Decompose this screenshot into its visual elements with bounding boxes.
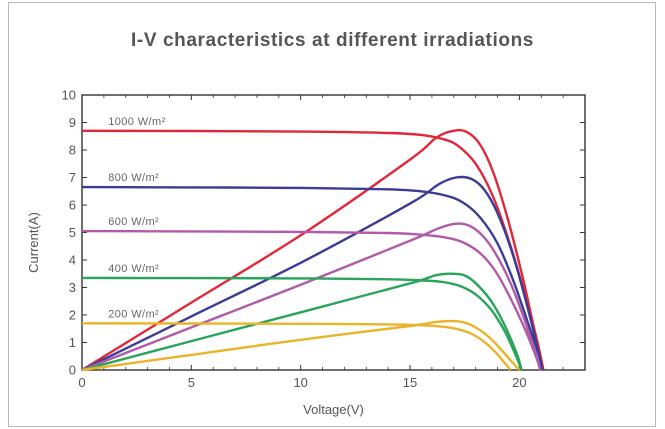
x-tick-label: 20 — [512, 375, 526, 390]
pv-curve-3 — [81, 222, 542, 372]
iv-curve-5 — [81, 322, 512, 371]
pv-curve-4 — [81, 272, 523, 372]
iv-curve-2 — [81, 185, 544, 371]
x-tick-label: 5 — [188, 375, 195, 390]
y-tick-label: 8 — [69, 143, 76, 158]
y-tick-label: 4 — [69, 253, 76, 268]
x-tick-label: 10 — [293, 375, 307, 390]
y-tick-label: 1 — [69, 335, 76, 350]
y-tick-label: 9 — [69, 115, 76, 130]
chart-title: I-V characteristics at different irradia… — [131, 30, 534, 51]
series-layer — [81, 128, 545, 372]
curve-label-5: 200 W/m² — [108, 308, 159, 320]
x-tick-label: 0 — [78, 375, 85, 390]
y-tick-label: 3 — [69, 280, 76, 295]
pv-curve-1 — [81, 128, 545, 372]
y-tick-label: 0 — [69, 363, 76, 378]
curve-label-2: 800 W/m² — [108, 172, 159, 184]
curve-label-4: 400 W/m² — [108, 263, 159, 275]
y-axis-label: Current(A) — [26, 212, 41, 273]
y-tick-label: 5 — [69, 225, 76, 240]
curve-label-1: 1000 W/m² — [108, 116, 165, 128]
iv-curve-3 — [81, 229, 542, 371]
curve-labels-layer: 1000 W/m² 800 W/m² 600 W/m² 400 W/m² 200 W/m… — [108, 116, 165, 321]
y-tick-label: 7 — [69, 170, 76, 185]
y-tick-label: 10 — [62, 88, 76, 103]
iv-curve-4 — [81, 276, 523, 371]
y-tick-label: 6 — [69, 198, 76, 213]
pv-curve-5 — [81, 319, 521, 372]
plot-axes: 0 5 10 15 20 0 1 2 3 4 5 6 7 8 9 10 — [62, 88, 586, 390]
y-tick-label: 2 — [69, 308, 76, 323]
x-tick-label: 15 — [403, 375, 417, 390]
x-axis-label: Voltage(V) — [303, 402, 364, 417]
pv-curve-2 — [81, 175, 544, 372]
curve-label-3: 600 W/m² — [108, 216, 159, 228]
